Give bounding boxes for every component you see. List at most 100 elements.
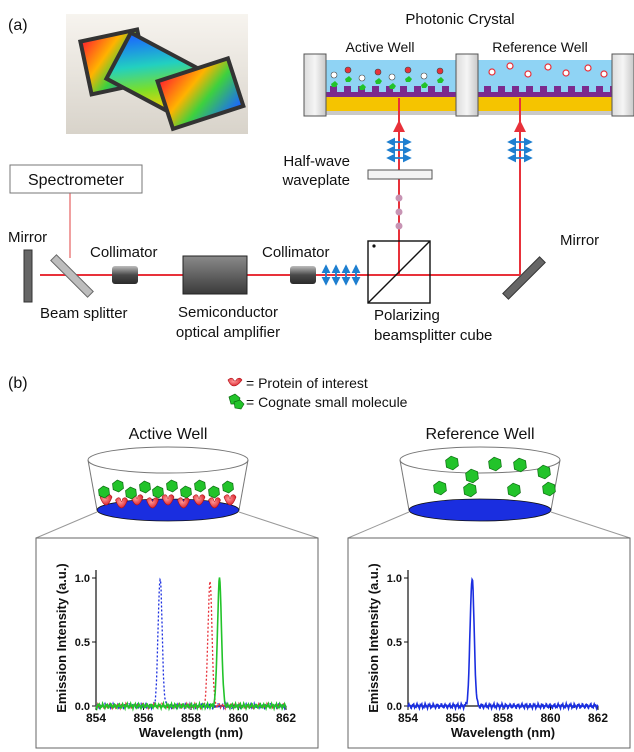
particle <box>600 70 608 78</box>
particle <box>488 68 496 76</box>
grating-tooth <box>386 86 393 92</box>
photonic-crystal-title: Photonic Crystal <box>405 11 514 28</box>
particle <box>584 64 592 72</box>
chart-active: 854 856 858 860 862 0.0 0.5 1.0 Wavelength (nm) E… <box>54 563 296 740</box>
y-tick-label: 1.0 <box>75 573 90 585</box>
grating-tooth <box>442 86 449 92</box>
y-axis-label: Emission Intensity (a.u.) <box>54 563 69 713</box>
grating-tooth <box>540 86 547 92</box>
particle <box>404 66 412 74</box>
photonic-crystal-photo <box>66 14 248 134</box>
molecule-icon <box>222 480 234 494</box>
protein-icon <box>223 494 237 506</box>
half-wave-label-1: Half-wave <box>283 153 350 170</box>
y-axis-label: Emission Intensity (a.u.) <box>366 563 381 713</box>
particle <box>436 67 444 75</box>
protein-icon <box>208 497 221 509</box>
x-tick-label: 860 <box>540 711 560 725</box>
molecule-icon <box>542 481 556 497</box>
y-tick-label: 1.0 <box>387 573 402 585</box>
polarizing-beamsplitter-cube <box>367 240 431 304</box>
molecule-icon <box>112 479 124 493</box>
grating-tooth <box>596 86 603 92</box>
crystal-frame-left <box>303 53 327 117</box>
soa-box <box>182 255 248 295</box>
molecule-icon <box>433 480 447 496</box>
particle <box>330 71 338 79</box>
protein-icon <box>227 377 243 387</box>
mirror-left-label: Mirror <box>8 229 47 246</box>
legend-protein-text: = Protein of interest <box>246 375 368 391</box>
particle <box>358 74 366 82</box>
molecule-icon <box>537 464 551 480</box>
photonic-crystal-assembly <box>303 53 634 117</box>
mirror-left <box>23 249 33 303</box>
grating-tooth <box>554 86 561 92</box>
protein-icon <box>161 494 175 506</box>
particle-molecule <box>331 81 338 87</box>
protein-icon <box>146 497 159 509</box>
grating-tooth <box>526 86 533 92</box>
grating-tooth <box>568 86 575 92</box>
molecule-icon <box>208 485 220 499</box>
beam-arrow-active <box>393 120 405 132</box>
legend: = Protein of interest = Cognate small mo… <box>227 375 408 410</box>
molecule-icon <box>488 456 502 472</box>
molecule-icon <box>98 485 110 499</box>
grating-tooth <box>414 86 421 92</box>
x-tick-label: 854 <box>86 711 106 725</box>
particle <box>544 63 552 71</box>
pbs-label-2: beamsplitter cube <box>374 327 492 344</box>
x-tick-label: 858 <box>493 711 513 725</box>
x-tick-label: 856 <box>445 711 465 725</box>
collimator-right <box>290 266 316 284</box>
molecule-icon <box>194 479 206 493</box>
collimator-right-label: Collimator <box>262 244 330 261</box>
half-wave-waveplate <box>367 169 433 180</box>
particle-molecule <box>437 77 444 83</box>
chart-reference: 854 856 858 860 862 0.0 0.5 1.0 Wavelength (nm) E… <box>366 563 608 740</box>
x-tick-label: 854 <box>398 711 418 725</box>
molecule-icon <box>445 455 459 471</box>
particle <box>388 73 396 81</box>
particle-molecule <box>359 84 366 90</box>
y-tick-label: 0.0 <box>387 701 402 713</box>
zoom-lines <box>35 511 631 539</box>
x-tick-label: 862 <box>588 711 608 725</box>
series-line <box>95 577 287 712</box>
x-axis-label: Wavelength (nm) <box>451 725 555 740</box>
particle-molecule <box>405 76 412 82</box>
molecule-icon <box>463 482 477 498</box>
molecule-icon <box>513 457 527 473</box>
soa-label-2: optical amplifier <box>176 324 280 341</box>
reference-well-label-a: Reference Well <box>492 39 587 55</box>
particle <box>344 66 352 74</box>
legend-molecule-text: = Cognate small molecule <box>246 394 408 410</box>
chart-box-reference <box>347 537 631 749</box>
grating-tooth <box>372 86 379 92</box>
grating-tooth <box>582 86 589 92</box>
grating-tooth <box>498 86 505 92</box>
soa-label-1: Semiconductor <box>178 304 278 321</box>
particle <box>420 72 428 80</box>
collimator-left <box>112 266 138 284</box>
pbs-label-1: Polarizing <box>374 307 440 324</box>
beam-splitter-label: Beam splitter <box>40 305 128 322</box>
grating-tooth <box>428 86 435 92</box>
panel-a-label: (a) <box>8 17 28 34</box>
protein-icon <box>192 494 206 506</box>
beam-splitter <box>50 254 94 298</box>
particle <box>524 70 532 78</box>
panel-b-label: (b) <box>8 375 28 392</box>
y-tick-label: 0.5 <box>75 637 90 649</box>
particle <box>506 62 514 70</box>
spectrometer-box <box>9 164 143 194</box>
spectrometer-label: Spectrometer <box>28 172 125 189</box>
polarization-dots <box>395 194 403 230</box>
particle-molecule <box>345 76 352 82</box>
mirror-right-label: Mirror <box>560 232 599 249</box>
molecule-icon <box>465 468 479 484</box>
molecule-icon <box>228 393 245 410</box>
protein-icon <box>115 497 128 509</box>
